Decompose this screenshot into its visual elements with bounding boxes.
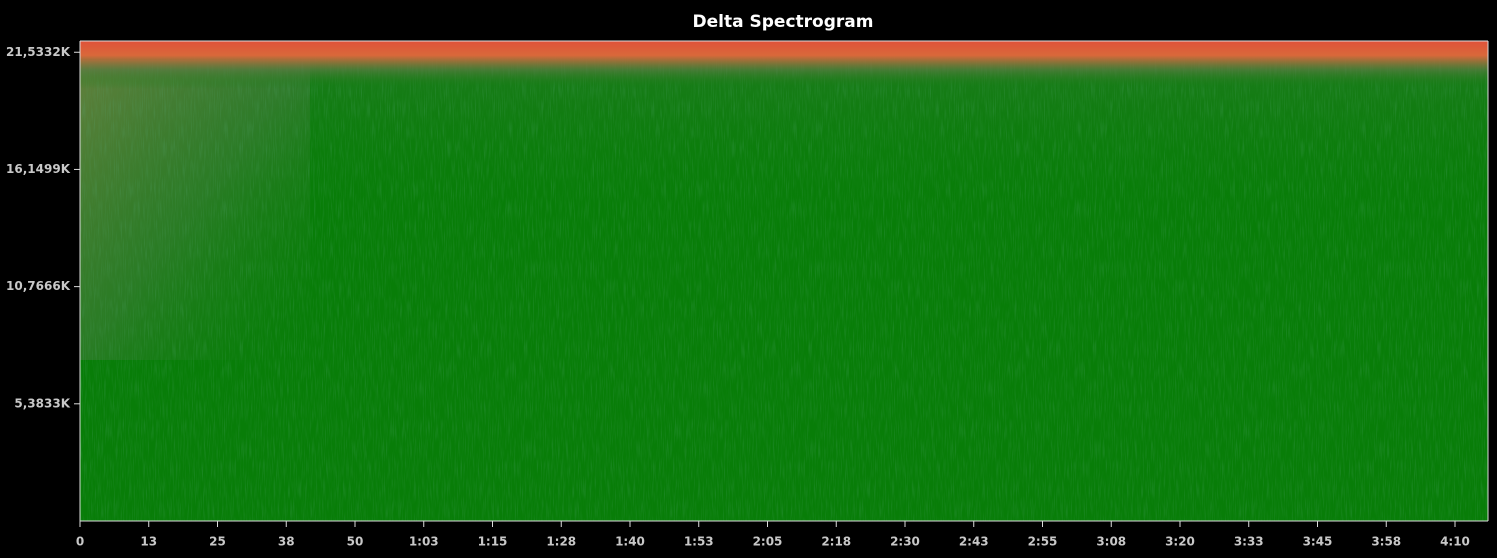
x-tick-label: 13 xyxy=(140,535,157,549)
x-tick-label: 2:30 xyxy=(890,535,920,549)
y-tick-label: 5,3833K xyxy=(14,396,70,410)
spectrogram-image xyxy=(80,41,1488,521)
chart-title: Delta Spectrogram xyxy=(693,12,874,32)
x-tick-label: 3:20 xyxy=(1165,535,1195,549)
x-tick-label: 3:58 xyxy=(1371,535,1401,549)
x-tick-label: 1:40 xyxy=(615,535,645,549)
x-tick-label: 0 xyxy=(76,535,84,549)
y-tick-label: 10,7666K xyxy=(6,279,71,293)
y-tick-label: 16,1499K xyxy=(6,162,71,176)
x-tick-label: 1:28 xyxy=(546,535,576,549)
x-tick-label: 2:43 xyxy=(959,535,989,549)
y-tick-label: 21,5332K xyxy=(6,45,71,59)
x-tick-label: 2:18 xyxy=(821,535,851,549)
x-tick-label: 2:55 xyxy=(1028,535,1058,549)
x-tick-label: 4:10 xyxy=(1440,535,1470,549)
x-tick-label: 3:33 xyxy=(1234,535,1264,549)
x-tick-label: 1:53 xyxy=(684,535,714,549)
x-tick-label: 25 xyxy=(209,535,226,549)
x-tick-label: 3:08 xyxy=(1096,535,1126,549)
x-tick-label: 2:05 xyxy=(753,535,783,549)
x-tick-label: 3:45 xyxy=(1303,535,1333,549)
x-tick-label: 1:03 xyxy=(409,535,439,549)
x-tick-label: 38 xyxy=(278,535,295,549)
x-tick-label: 50 xyxy=(347,535,364,549)
x-tick-label: 1:15 xyxy=(478,535,508,549)
